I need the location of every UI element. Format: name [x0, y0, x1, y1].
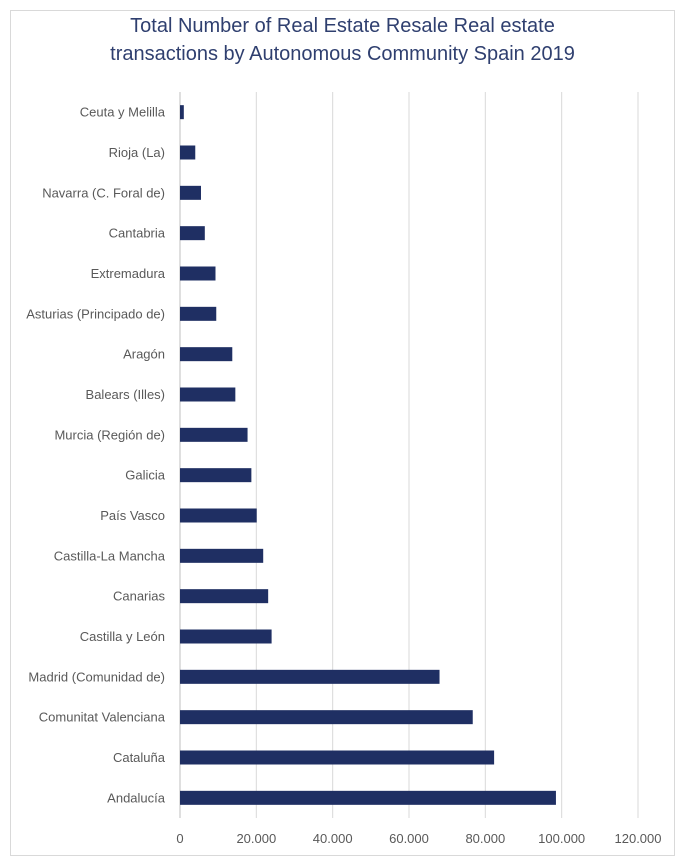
category-label: Asturias (Principado de) — [26, 306, 165, 321]
category-label: Cantabria — [109, 226, 166, 241]
bar — [180, 226, 205, 241]
chart-title-line-2: transactions by Autonomous Community Spa… — [110, 43, 575, 65]
x-tick-label: 120.000 — [615, 831, 662, 846]
bar — [180, 427, 248, 442]
bar — [180, 266, 216, 281]
x-tick-label: 60.000 — [389, 831, 429, 846]
category-label: Rioja (La) — [109, 145, 165, 160]
bar — [180, 468, 252, 483]
bar — [180, 185, 201, 200]
bar — [180, 548, 264, 563]
x-tick-label: 0 — [176, 831, 183, 846]
bar — [180, 790, 556, 805]
category-label: Canarias — [113, 589, 166, 604]
category-label: Madrid (Comunidad de) — [28, 669, 165, 684]
category-labels: Ceuta y Melilla Rioja (La) Navarra (C. For… — [26, 105, 166, 806]
chart-title: Total Number of Real Estate Resale Real … — [0, 12, 685, 68]
bar — [180, 710, 473, 725]
bars — [180, 105, 556, 805]
category-label: País Vasco — [100, 508, 165, 523]
category-label: Castilla y León — [80, 629, 165, 644]
x-tick-label: 20.000 — [236, 831, 276, 846]
bar — [180, 629, 272, 644]
gridlines — [179, 92, 639, 818]
bar — [180, 750, 495, 765]
x-tick-label: 80.000 — [465, 831, 505, 846]
category-label: Comunitat Valenciana — [39, 710, 166, 725]
category-label: Castilla-La Mancha — [54, 548, 166, 563]
bar — [180, 347, 233, 362]
category-label: Balears (Illes) — [86, 387, 165, 402]
bar — [180, 508, 257, 523]
category-label: Murcia (Región de) — [54, 427, 165, 442]
bar — [180, 589, 269, 604]
bar — [180, 105, 184, 120]
category-label: Aragón — [123, 347, 165, 362]
chart-title-line-1: Total Number of Real Estate Resale Real … — [130, 15, 555, 37]
category-label: Ceuta y Melilla — [80, 105, 166, 120]
x-tick-labels: 0 20.000 40.000 60.000 80.000 100.000 120.000 — [176, 831, 661, 846]
x-tick-label: 100.000 — [538, 831, 585, 846]
bar — [180, 387, 236, 402]
category-label: Cataluña — [113, 750, 166, 765]
category-label: Extremadura — [91, 266, 166, 281]
bar — [180, 669, 440, 684]
category-label: Navarra (C. Foral de) — [42, 185, 165, 200]
category-label: Galicia — [125, 468, 166, 483]
bar — [180, 306, 217, 321]
category-label: Andalucía — [107, 790, 166, 805]
x-tick-label: 40.000 — [313, 831, 353, 846]
bar — [180, 145, 196, 160]
